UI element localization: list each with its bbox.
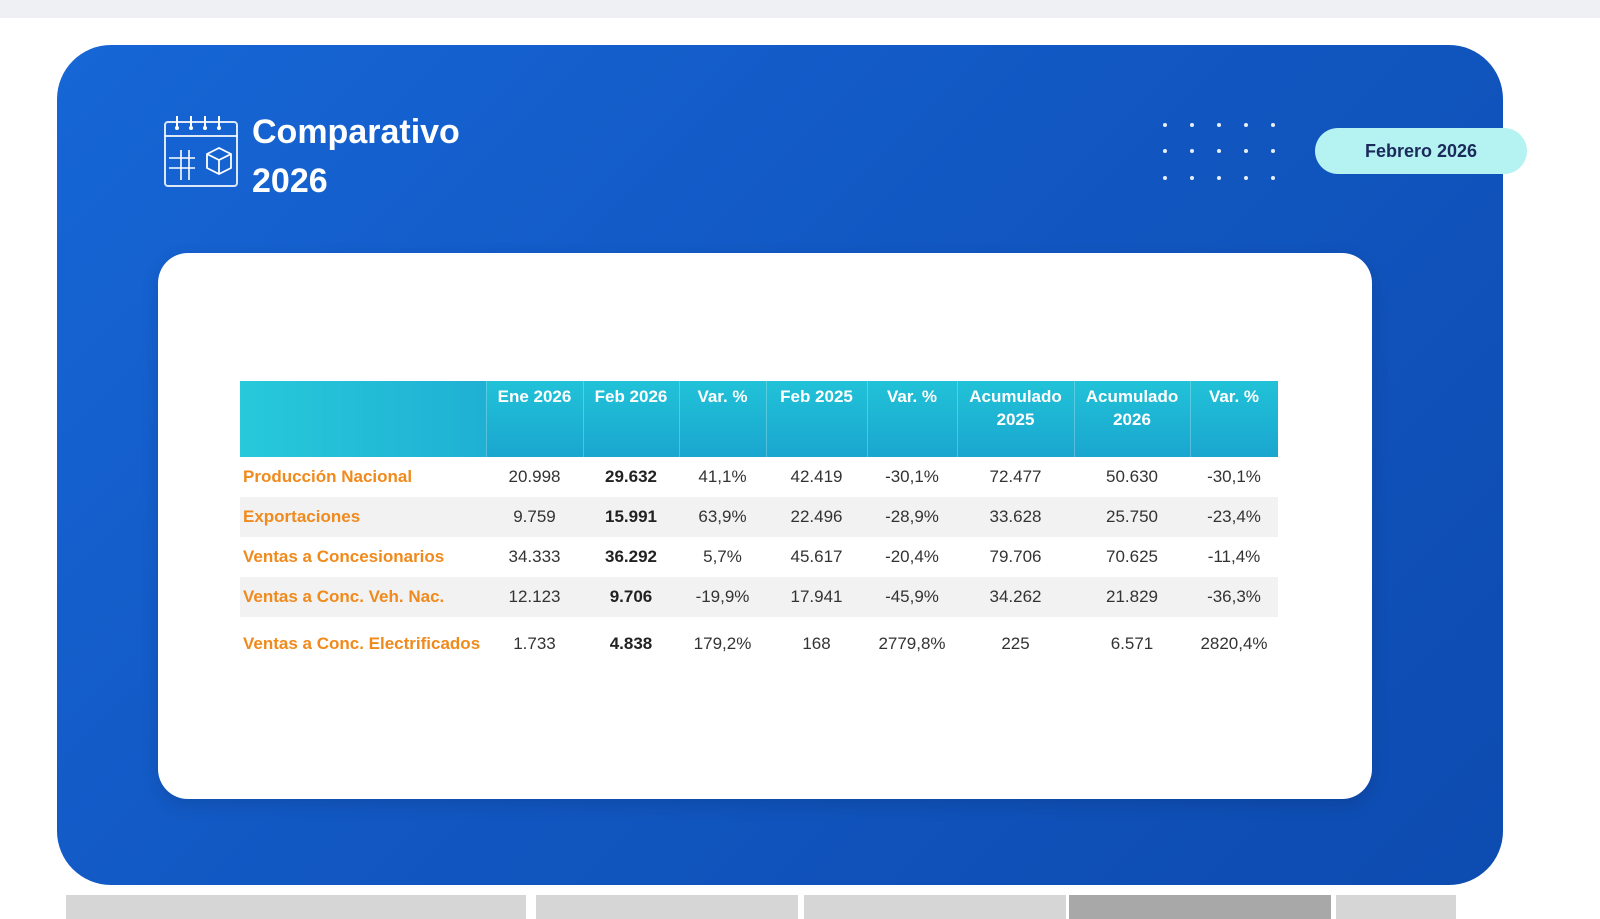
column-header-feb-2026: Feb 2026 [583,381,680,457]
row-label: Ventas a Conc. Veh. Nac. [240,577,486,617]
cell-feb-2025: 42.419 [790,467,843,486]
table-row: Producción Nacional 20.998 29.632 41,1% … [240,457,1278,497]
column-header-var-acum: Var. % [1190,381,1279,457]
cell-var-month: -19,9% [679,577,766,617]
column-header-acum-2026: Acumulado 2026 [1074,381,1191,457]
column-header-var-month: Var. % [679,381,767,457]
row-label: Exportaciones [240,497,486,537]
dot-grid-icon [1163,123,1275,180]
table-row: Exportaciones 9.759 15.991 63,9% 22.496 … [240,497,1278,537]
cell-ene-2026: 1.733 [513,634,556,653]
bottom-tab[interactable] [1069,895,1331,919]
table-panel: Ene 2026 Feb 2026 Var. % Feb 2025 Var. %… [158,253,1372,799]
cell-feb-2025: 17.941 [766,577,867,617]
cell-var-month: 41,1% [698,467,747,486]
cell-var-month: 63,9% [679,497,766,537]
column-header-label [240,381,487,457]
row-label: Ventas a Concesionarios [243,547,445,566]
column-header-feb-2025: Feb 2025 [766,381,868,457]
table-row: Ventas a Concesionarios 34.333 36.292 5,… [240,537,1278,577]
cell-feb-2026: 9.706 [583,577,679,617]
cell-var-year: -45,9% [867,577,957,617]
cell-var-year: -20,4% [885,547,939,566]
cell-acum-2025: 225 [1001,634,1030,653]
cell-var-year: -28,9% [867,497,957,537]
cell-ene-2026: 34.333 [508,547,561,566]
bottom-tab-strip [66,895,1456,919]
column-header-var-year: Var. % [867,381,958,457]
comparison-table: Ene 2026 Feb 2026 Var. % Feb 2025 Var. %… [240,381,1279,671]
table-header-row: Ene 2026 Feb 2026 Var. % Feb 2025 Var. %… [240,381,1279,457]
column-header-ene-2026: Ene 2026 [486,381,584,457]
cell-acum-2026: 70.625 [1106,547,1158,566]
cell-acum-2026: 21.829 [1074,577,1190,617]
cell-var-month: 5,7% [703,547,742,566]
cell-var-acum: -23,4% [1190,497,1278,537]
cell-ene-2026: 20.998 [508,467,561,486]
table-row: Ventas a Conc. Electrificados 1.733 4.83… [240,617,1278,671]
row-label: Ventas a Conc. Electrificados [243,634,481,653]
bottom-tab[interactable] [536,895,798,919]
top-bar [0,0,1600,18]
cell-var-month: 179,2% [693,634,752,653]
cell-feb-2025: 45.617 [790,547,843,566]
cell-var-acum: 2820,4% [1200,634,1268,653]
bottom-tab[interactable] [1336,895,1456,919]
calendar-box-icon [164,116,238,187]
row-label: Producción Nacional [243,467,413,486]
bottom-tab[interactable] [66,895,526,919]
cell-acum-2025: 72.477 [989,467,1042,486]
page-title: Comparativo 2026 [252,108,460,206]
cell-var-acum: -30,1% [1207,467,1261,486]
period-badge: Febrero 2026 [1315,128,1527,174]
cell-acum-2025: 79.706 [989,547,1042,566]
cell-acum-2025: 33.628 [957,497,1074,537]
cell-acum-2026: 25.750 [1074,497,1190,537]
cell-feb-2026: 4.838 [609,634,653,653]
cell-feb-2026: 15.991 [583,497,679,537]
cell-acum-2026: 50.630 [1106,467,1158,486]
cell-feb-2026: 29.632 [605,467,657,486]
title-line-2: 2026 [252,162,328,200]
cell-var-year: -30,1% [885,467,939,486]
cell-ene-2026: 9.759 [486,497,583,537]
bottom-tab[interactable] [804,895,1066,919]
cell-var-acum: -11,4% [1207,547,1261,566]
cell-acum-2026: 6.571 [1110,634,1154,653]
cell-var-acum: -36,3% [1190,577,1278,617]
cell-feb-2026: 36.292 [605,547,657,566]
title-line-1: Comparativo [252,113,460,151]
cell-feb-2025: 22.496 [766,497,867,537]
cell-ene-2026: 12.123 [486,577,583,617]
table-row: Ventas a Conc. Veh. Nac. 12.123 9.706 -1… [240,577,1278,617]
cell-feb-2025: 168 [802,634,831,653]
cell-acum-2025: 34.262 [957,577,1074,617]
cell-var-year: 2779,8% [878,634,946,653]
column-header-acum-2025: Acumulado 2025 [957,381,1075,457]
